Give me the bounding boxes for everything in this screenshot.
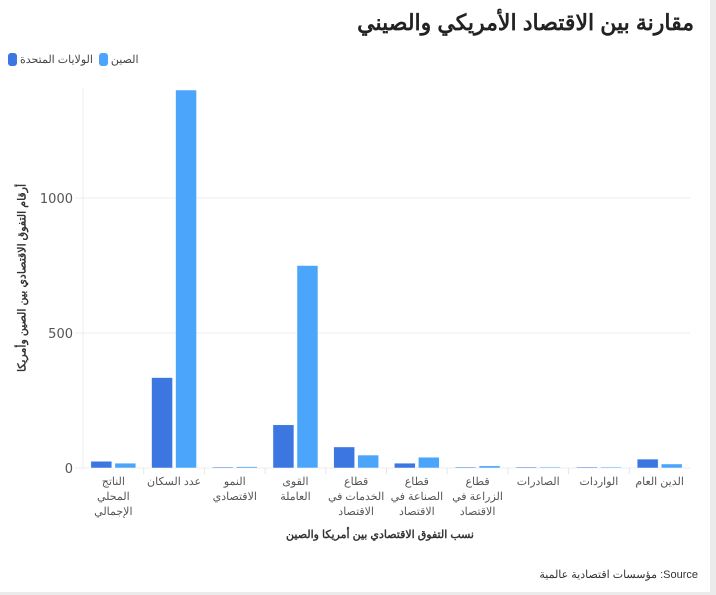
bar-china[interactable]: [114, 462, 137, 469]
bar-us[interactable]: [212, 466, 234, 469]
bar-us[interactable]: [454, 466, 477, 469]
y-tick-label: 1000: [40, 192, 73, 207]
x-category-label: الصناعة في: [391, 491, 444, 503]
x-category-label: عدد السكان: [147, 476, 201, 488]
legend-swatch-china: [98, 53, 108, 66]
bar-china[interactable]: [175, 89, 197, 469]
bar-china[interactable]: [296, 265, 319, 469]
bar-china[interactable]: [418, 456, 440, 469]
x-category-label: الاقتصادي: [213, 491, 257, 503]
legend-label-china: الصين: [110, 54, 139, 66]
x-category-label: الدين العام: [635, 476, 684, 488]
y-tick-label: 500: [48, 327, 73, 342]
bar-us[interactable]: [272, 424, 295, 469]
bar-china[interactable]: [539, 466, 561, 469]
bar-china[interactable]: [478, 465, 501, 469]
x-category-label: المحلي: [97, 491, 130, 503]
bar-us[interactable]: [394, 462, 416, 469]
x-category-label: الخدمات في: [328, 491, 384, 503]
x-category-label: الناتج: [102, 476, 125, 488]
x-category-label: العاملة: [280, 491, 311, 503]
x-category-label: الإجمالي: [94, 506, 132, 518]
legend-item-us[interactable]: الولايات المتحدة: [8, 53, 93, 66]
bar-us[interactable]: [333, 446, 355, 469]
x-category-label: قطاع: [344, 476, 368, 488]
x-category-label: الصادرات: [517, 476, 560, 488]
x-category-label: الاقتصاد: [460, 506, 496, 518]
bar-us[interactable]: [151, 377, 173, 469]
x-category-label: الزراعة في: [452, 491, 503, 503]
x-category-label: الاقتصاد: [338, 506, 374, 518]
bar-china[interactable]: [357, 454, 379, 469]
x-category-label: الواردات: [580, 476, 619, 488]
x-category-label: قطاع: [465, 476, 489, 488]
bar-china[interactable]: [236, 466, 258, 469]
x-category-label: قطاع: [405, 476, 429, 488]
bar-us[interactable]: [90, 461, 113, 469]
source-note: Source: مؤسسات اقتصادية عالمية: [539, 569, 698, 581]
legend-item-china[interactable]: الصين: [98, 53, 139, 66]
legend-label-us: الولايات المتحدة: [20, 54, 93, 66]
x-category-label: النمو: [223, 476, 246, 488]
bar-us[interactable]: [636, 458, 659, 469]
x-axis-title: نسب التفوق الاقتصادي بين أمريكا والصين: [286, 529, 474, 541]
chart-title: مقارنة بين الاقتصاد الأمريكي والصيني: [357, 10, 694, 35]
bar-china[interactable]: [600, 466, 622, 469]
y-axis-title: أرقام التفوق الاقتصادي بين الصين وأمريكا: [16, 183, 29, 373]
bar-us[interactable]: [576, 466, 598, 469]
bar-china[interactable]: [660, 463, 683, 469]
y-tick-label: 0: [65, 462, 73, 477]
legend-swatch-us: [8, 53, 17, 66]
x-category-label: القوى: [282, 476, 308, 488]
legend: الولايات المتحدة الصين: [8, 53, 139, 66]
x-category-label: الاقتصاد: [399, 506, 435, 518]
bar-us[interactable]: [515, 466, 537, 469]
